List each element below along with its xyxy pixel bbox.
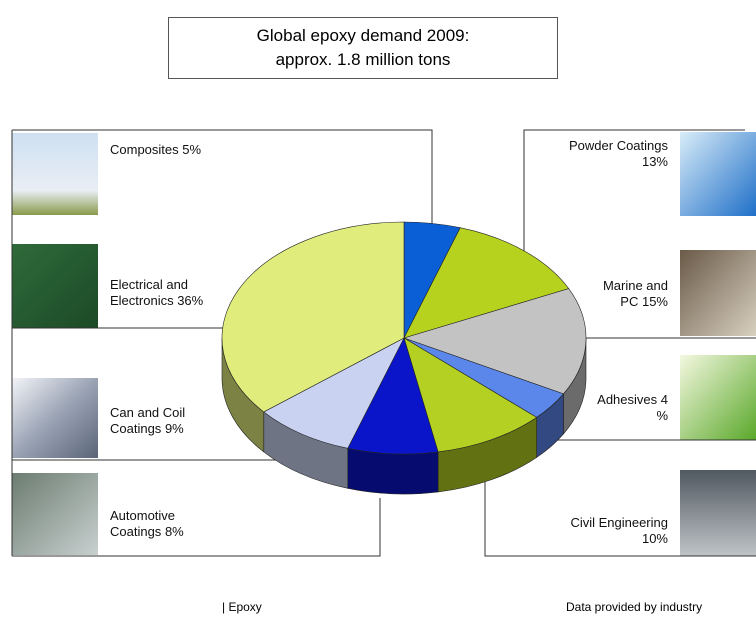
category-label: Civil Engineering <box>570 515 668 530</box>
category-label: Adhesives <box>597 392 658 407</box>
legend-text: | Epoxy <box>222 600 262 614</box>
slice-label: Powder Coatings 13% <box>558 138 668 170</box>
photo <box>12 378 98 458</box>
slice <box>221 221 405 413</box>
photo <box>680 132 756 216</box>
leader-line <box>12 498 381 557</box>
slice-label: Electrical and Electronics 36% <box>110 277 230 309</box>
pie <box>221 221 587 495</box>
category-label: Composites <box>110 142 179 157</box>
category-label: Can and Coil Coatings <box>110 405 186 436</box>
leader-line <box>523 129 745 265</box>
source: Data provided by industry <box>566 600 703 614</box>
slice-label: Civil Engineering 10% <box>548 515 668 547</box>
value-label: 36% <box>177 293 204 308</box>
slice <box>263 337 405 449</box>
photo <box>12 244 98 328</box>
chart-subtitle: approx. 1.8 million tons <box>275 50 451 69</box>
leader-lines <box>11 129 756 557</box>
value-label: 8% <box>164 524 184 539</box>
slice-label: Composites 5% <box>110 142 310 158</box>
slice <box>347 337 439 455</box>
value-label: 13% <box>641 154 668 169</box>
category-label: Marine and PC <box>602 278 668 309</box>
photo <box>680 470 756 556</box>
value-label: 10% <box>641 531 668 546</box>
slice-label: Automotive Coatings 8% <box>110 508 210 540</box>
leader-line <box>484 470 756 557</box>
slice-side <box>347 447 439 495</box>
category-label: Electrical and Electronics <box>110 277 189 308</box>
photo <box>12 133 98 215</box>
slice <box>403 337 538 453</box>
value-label: 5% <box>182 142 202 157</box>
photo <box>680 355 756 440</box>
value-label: 15% <box>641 294 668 309</box>
category-label: Powder Coatings <box>569 138 668 153</box>
slice <box>403 227 570 339</box>
photo <box>12 473 98 555</box>
value-label: 4 % <box>656 392 668 423</box>
photos <box>12 132 756 556</box>
photo <box>680 250 756 336</box>
leader-line <box>12 129 433 232</box>
category-label: Automotive Coatings <box>110 508 176 539</box>
title-box: Global epoxy demand 2009: approx. 1.8 mi… <box>168 17 558 79</box>
chart-title: Global epoxy demand 2009: <box>256 26 470 45</box>
slice-label: Marine and PC 15% <box>588 278 668 310</box>
slice-label: Can and Coil Coatings 9% <box>110 405 205 437</box>
slice <box>403 288 587 395</box>
slice-label: Adhesives 4 % <box>593 392 668 424</box>
value-label: 9% <box>164 421 184 436</box>
